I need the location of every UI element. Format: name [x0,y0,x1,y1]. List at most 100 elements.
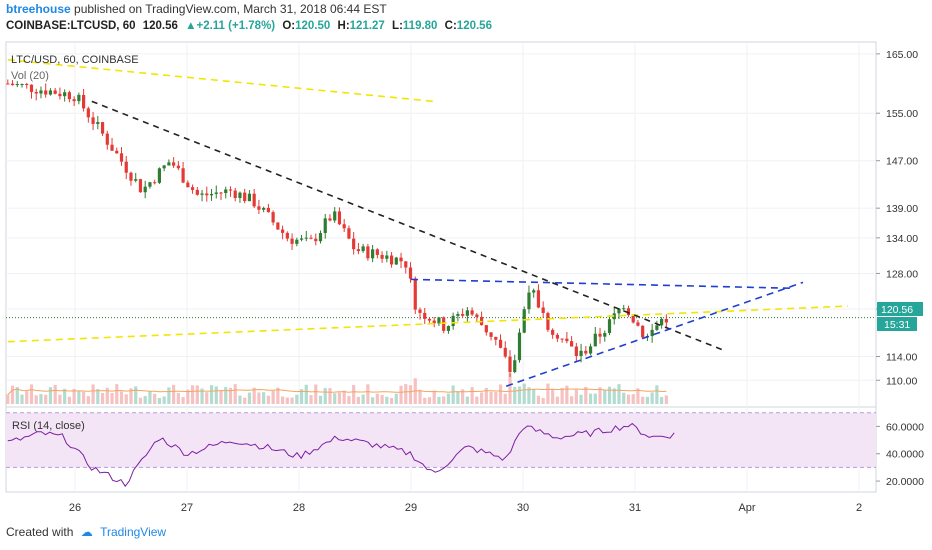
time-tick-label: 31 [629,502,641,514]
candle-body [105,133,109,145]
candle-body [271,212,275,223]
candle-body [555,334,559,339]
volume-bar [664,395,668,404]
candle-body [148,182,152,187]
price-chart[interactable]: 110.00114.00122.00128.00134.00139.00147.… [0,0,932,518]
volume-bar [607,386,612,404]
volume-bar [238,395,242,404]
volume-bar [475,396,479,404]
publish-header: btreehouse published on TradingView.com,… [6,2,387,16]
candle-body [209,193,214,196]
volume-bar [252,387,256,404]
change-up-icon: ▲ [185,20,197,32]
time-tick-label: 26 [69,502,81,514]
volume-bar [593,393,597,404]
candle-body [143,186,147,193]
candle-body [58,93,62,97]
candle-body [67,92,71,100]
candle-body [475,314,479,317]
volume-bar [371,397,375,404]
candle-body [432,320,436,324]
volume-bar [129,388,133,404]
tradingview-brand[interactable]: TradingView [100,525,167,539]
candle-body [451,315,455,327]
candles [6,79,668,377]
candle-body [162,165,166,169]
ohlc-header: COINBASE:LTCUSD, 60 120.56 ▲+2.11 (+1.78… [6,20,492,32]
volume-bar [503,393,507,404]
tradingview-logo-icon[interactable]: ☁ [80,525,93,539]
volume-bar [541,397,545,404]
candle-body [603,333,607,337]
volume-bar [584,386,588,404]
volume-bar [389,397,394,404]
volume-bar [86,396,90,404]
volume-bar [631,394,635,404]
volume-bar [257,392,261,404]
volume-bar [645,396,650,404]
candle-body [375,249,379,255]
volume-ma-line [7,388,667,395]
volume-bar [423,397,427,404]
candle-body [337,211,342,225]
volume-bar [579,394,583,404]
candle-body [517,332,522,361]
candle-body [119,153,124,162]
volume-bar [271,390,275,404]
volume-bar [498,384,503,404]
candle-body [655,325,659,330]
price-tick-label: 147.00 [886,156,918,168]
volume-bar [328,388,332,404]
candle-body [427,318,432,321]
candle-body [238,192,242,199]
author-link[interactable]: btreehouse [6,2,71,16]
candle-body [72,99,76,102]
time-badge-bg [877,317,917,331]
candle-body [6,83,10,85]
candle-body [394,257,398,265]
volume-bar [551,389,555,404]
candle-body [508,356,512,373]
volume-bar [53,385,57,404]
candle-body [243,192,247,202]
volume-bar [574,389,578,404]
candle-body [584,350,588,354]
volume-bar [153,393,157,404]
candle-body [82,94,86,109]
volume-bar [603,390,607,404]
volume-bar [224,387,228,404]
volume-bar [347,396,351,404]
candle-body [181,168,185,183]
rsi-band [6,412,876,468]
candle-body [380,254,384,259]
volume-bar [342,390,346,404]
candle-body [77,94,81,102]
candle-body [465,310,469,316]
candle-body [352,238,356,250]
volume-bar [243,397,247,404]
volume-bar [172,384,176,404]
candle-body [167,162,171,166]
rsi-tick-label: 60.0000 [886,421,924,433]
candle-body [498,339,503,348]
volume-bar [91,384,95,404]
candle-body [650,329,654,337]
candle-body [153,182,157,184]
volume-bar [63,388,67,404]
candle-body [551,329,555,335]
volume-bar [299,389,304,404]
candle-body [304,237,308,239]
candle-body [96,122,100,124]
candle-body [579,350,583,356]
candle-body [408,267,413,279]
volume-bar [39,394,43,404]
candle-body [25,83,29,85]
candle-body [195,189,199,195]
volume-bar [200,388,204,404]
candle-body [489,332,493,337]
volume-bar [285,397,289,404]
volume-bar [617,384,621,404]
volume-bar [48,387,53,404]
volume-bar [124,394,128,404]
